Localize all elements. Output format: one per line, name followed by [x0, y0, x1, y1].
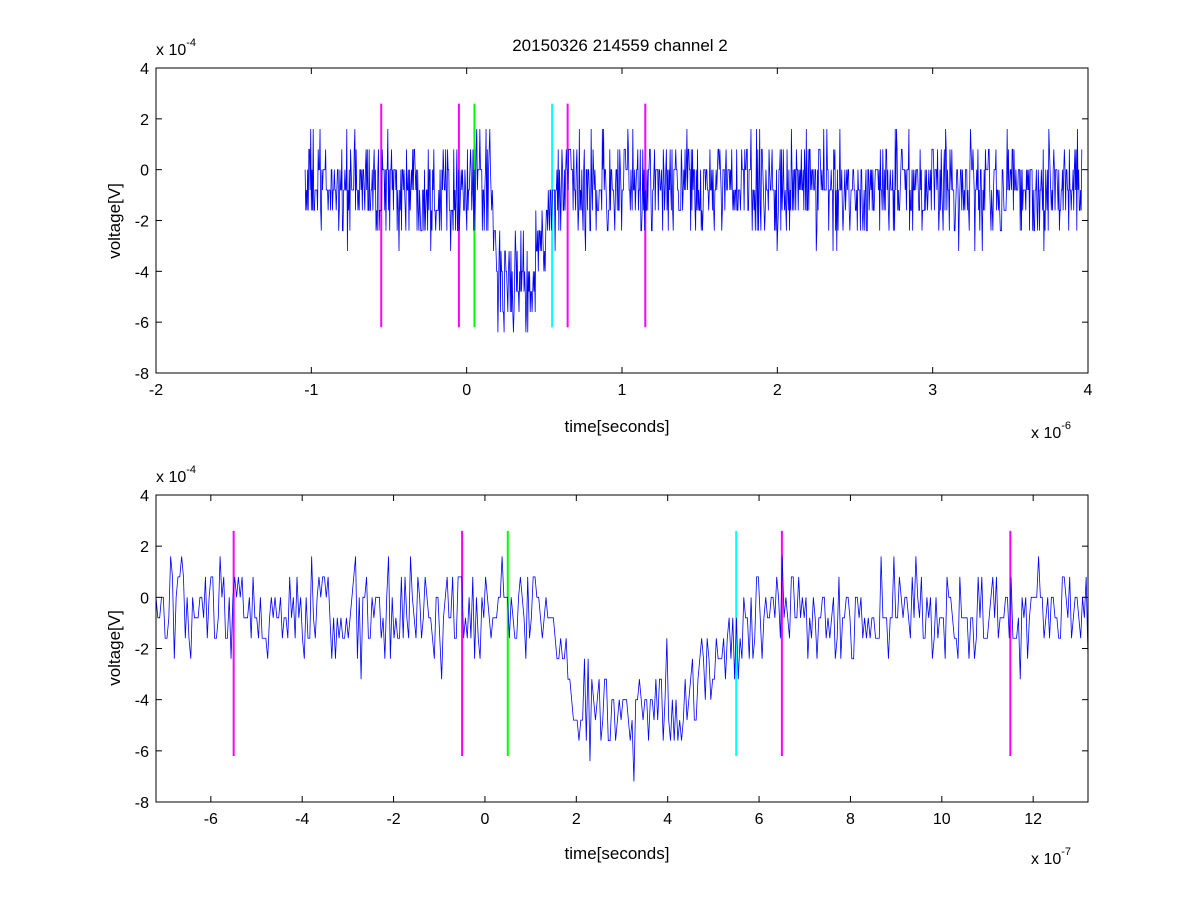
- bottom-y-multiplier: x 10-4: [156, 464, 196, 486]
- bottom-ticks: -6 -4 -2 0 2 4 6 8 10 12 -8 -6 -4 -2 0 2 4: [135, 488, 1088, 828]
- top-x-tick-label: 4: [1084, 382, 1093, 399]
- top-y-axis-label: voltage[V]: [105, 183, 124, 259]
- bottom-x-tick-label: 8: [846, 811, 855, 828]
- bottom-x-tick-label: 6: [755, 811, 764, 828]
- plot-title: 20150326 214559 channel 2: [512, 36, 728, 55]
- bottom-y-tick-label: 4: [140, 488, 149, 505]
- bottom-y-tick-label: -2: [135, 642, 149, 659]
- bottom-x-tick-label: 10: [933, 811, 951, 828]
- top-x-tick-label: -1: [304, 382, 318, 399]
- top-series-line: [304, 128, 1083, 333]
- top-x-tick-label: -2: [149, 382, 163, 399]
- top-y-tick-label: 2: [140, 112, 149, 129]
- top-x-multiplier: x 10-6: [1031, 420, 1071, 442]
- top-ticks: -2 -1 0 1 2 3 4 -8 -6 -4 -2 0 2 4: [135, 61, 1093, 399]
- bottom-y-tick-label: -8: [135, 795, 149, 812]
- top-x-tick-label: 3: [928, 382, 937, 399]
- bottom-x-tick-label: 12: [1024, 811, 1042, 828]
- bottom-y-tick-label: 2: [140, 539, 149, 556]
- bottom-y-axis-label: voltage[V]: [105, 610, 124, 686]
- bottom-axes: -6 -4 -2 0 2 4 6 8 10 12 -8 -6 -4 -2 0 2 4 time[seconds]…: [105, 464, 1089, 868]
- bottom-series: [155, 556, 1089, 782]
- top-y-tick-label: -6: [135, 315, 149, 332]
- bottom-x-tick-label: 4: [663, 811, 672, 828]
- top-x-axis-label: time[seconds]: [565, 417, 670, 436]
- bottom-x-tick-label: 2: [572, 811, 581, 828]
- top-y-tick-label: -4: [135, 264, 149, 281]
- bottom-x-tick-label: -2: [386, 811, 400, 828]
- bottom-x-tick-label: -6: [204, 811, 218, 828]
- top-axes: -2 -1 0 1 2 3 4 -8 -6 -4 -2 0 2 4 time[seconds] volta…: [105, 37, 1093, 442]
- bottom-series-line: [155, 556, 1089, 782]
- bottom-y-tick-label: 0: [140, 590, 149, 607]
- bottom-x-tick-label: 0: [480, 811, 489, 828]
- bottom-y-tick-label: -6: [135, 744, 149, 761]
- bottom-x-tick-label: -4: [295, 811, 309, 828]
- top-y-tick-label: -8: [135, 366, 149, 383]
- top-y-multiplier: x 10-4: [156, 37, 196, 59]
- bottom-x-axis-label: time[seconds]: [565, 844, 670, 863]
- top-x-tick-label: 2: [773, 382, 782, 399]
- top-series: [304, 128, 1083, 333]
- top-y-tick-label: 4: [140, 61, 149, 78]
- top-x-tick-label: 1: [618, 382, 627, 399]
- top-x-tick-label: 0: [462, 382, 471, 399]
- top-y-tick-label: 0: [140, 163, 149, 180]
- bottom-y-tick-label: -4: [135, 693, 149, 710]
- top-y-tick-label: -2: [135, 214, 149, 231]
- bottom-x-multiplier: x 10-7: [1031, 846, 1071, 868]
